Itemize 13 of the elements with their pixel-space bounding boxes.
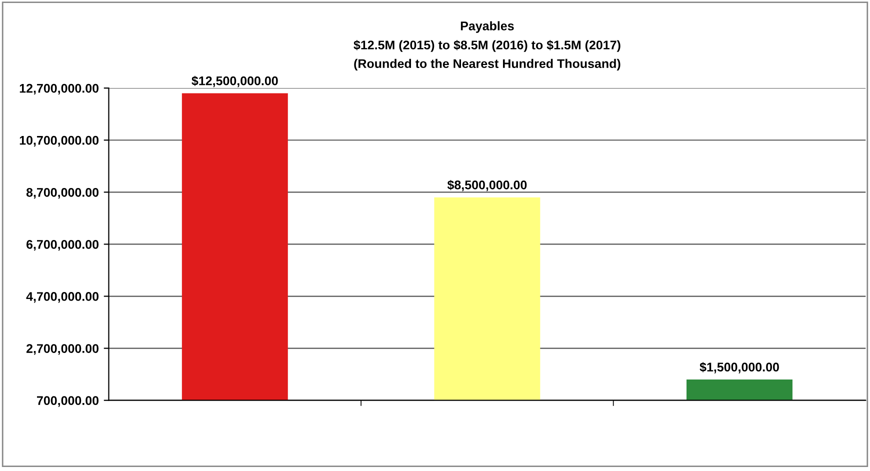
- y-tick-label: 12,700,000.00: [20, 84, 99, 95]
- y-tick-label: 2,700,000.00: [26, 344, 99, 355]
- data-label: $8,500,000.00: [447, 180, 527, 192]
- chart-subtitle: $12.5M (2015) to $8.5M (2016) to $1.5M (2017): [354, 40, 620, 52]
- y-tick-label: 10,700,000.00: [20, 136, 99, 147]
- data-label: $1,500,000.00: [700, 362, 779, 374]
- y-tick-label: 700,000.00: [37, 396, 99, 407]
- chart-title: Payables: [460, 21, 514, 33]
- text: (Rounded to the Nearest Hundred Thousand): [354, 58, 620, 71]
- y-tick-label: 8,700,000.00: [26, 188, 99, 199]
- y-tick-label: 4,700,000.00: [26, 292, 99, 303]
- data-label: $12,500,000.00: [192, 76, 278, 88]
- y-tick-label: 6,700,000.00: [26, 240, 99, 251]
